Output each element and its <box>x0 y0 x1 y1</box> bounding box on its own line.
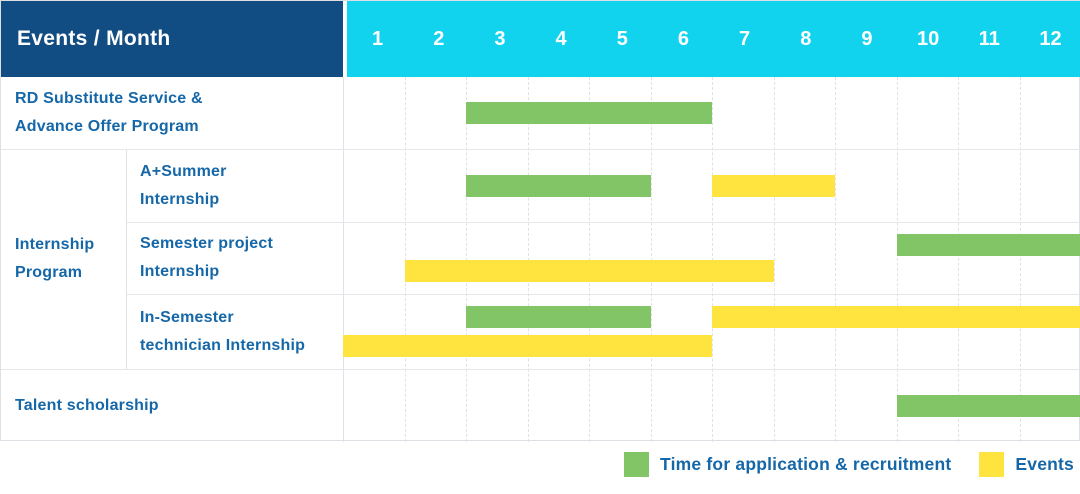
month-header-cell: 9 <box>861 27 873 50</box>
group-column-separator <box>126 149 127 369</box>
row-label: In-Semester technician Internship <box>140 308 306 354</box>
row-separator <box>126 222 1080 223</box>
header-events-month-cell: Events / Month <box>1 1 343 77</box>
gantt-bar-application <box>896 394 1080 417</box>
month-header-cell: 11 <box>978 27 1000 50</box>
row-label: Semester project Internship <box>140 235 274 280</box>
gantt-bar-application <box>466 174 651 197</box>
month-header-cell: 8 <box>800 27 812 50</box>
grid-line <box>466 77 467 442</box>
grid-line <box>527 77 529 442</box>
grid-line <box>1019 77 1021 442</box>
grid-line <box>773 77 775 442</box>
gantt-bar-event <box>343 335 712 357</box>
month-header-cell: 12 <box>1039 27 1062 50</box>
gantt-bar-event <box>712 174 835 197</box>
gantt-table: Events / Month 1 2 3 4 5 6 7 8 9 10 11 12 Internshi… <box>0 0 1080 442</box>
month-header-cell: 6 <box>677 27 689 50</box>
row-separator <box>1 149 1080 150</box>
grid-line <box>958 77 959 442</box>
legend: Time for application & recruitment Events <box>624 452 1074 477</box>
header-months-row: 1 2 3 4 5 6 7 8 9 10 11 12 <box>343 1 1080 77</box>
row-label: Talent scholarship <box>15 396 159 414</box>
legend-label: Time for application & recruitment <box>660 454 952 474</box>
legend-item-event: Events <box>979 452 1074 477</box>
grid-line <box>712 77 713 442</box>
legend-label: Events <box>1015 454 1074 474</box>
gantt-bar-application <box>896 234 1080 256</box>
month-header-cell: 5 <box>616 27 628 50</box>
label-column-separator <box>343 77 344 442</box>
gantt-bar-application <box>466 306 651 328</box>
gantt-bar-event <box>712 306 1080 328</box>
legend-swatch-application <box>624 452 650 477</box>
month-header-cell: 7 <box>739 27 751 50</box>
group-label-internship-program: Internship Program <box>15 236 95 281</box>
legend-swatch-event <box>979 452 1005 477</box>
month-header-cell: 2 <box>433 27 445 50</box>
gantt-bar-application <box>466 102 712 124</box>
month-header-cell: 1 <box>372 27 384 50</box>
month-header-cell: 3 <box>494 27 506 50</box>
row-label: A+Summer Internship <box>140 162 227 208</box>
row-separator <box>126 294 1080 295</box>
grid-line <box>589 77 590 442</box>
header-events-month-label: Events / Month <box>17 27 171 50</box>
month-header-cell: 4 <box>555 27 567 50</box>
legend-item-application: Time for application & recruitment <box>624 452 951 477</box>
grid-line <box>896 77 898 442</box>
row-separator <box>1 369 1080 370</box>
month-header-cell: 10 <box>917 27 940 50</box>
gantt-bar-event <box>404 260 774 282</box>
grid-line <box>650 77 652 442</box>
grid-line <box>404 77 406 442</box>
grid-line <box>835 77 836 442</box>
row-label: RD Substitute Service & Advance Offer Pro… <box>15 90 203 135</box>
